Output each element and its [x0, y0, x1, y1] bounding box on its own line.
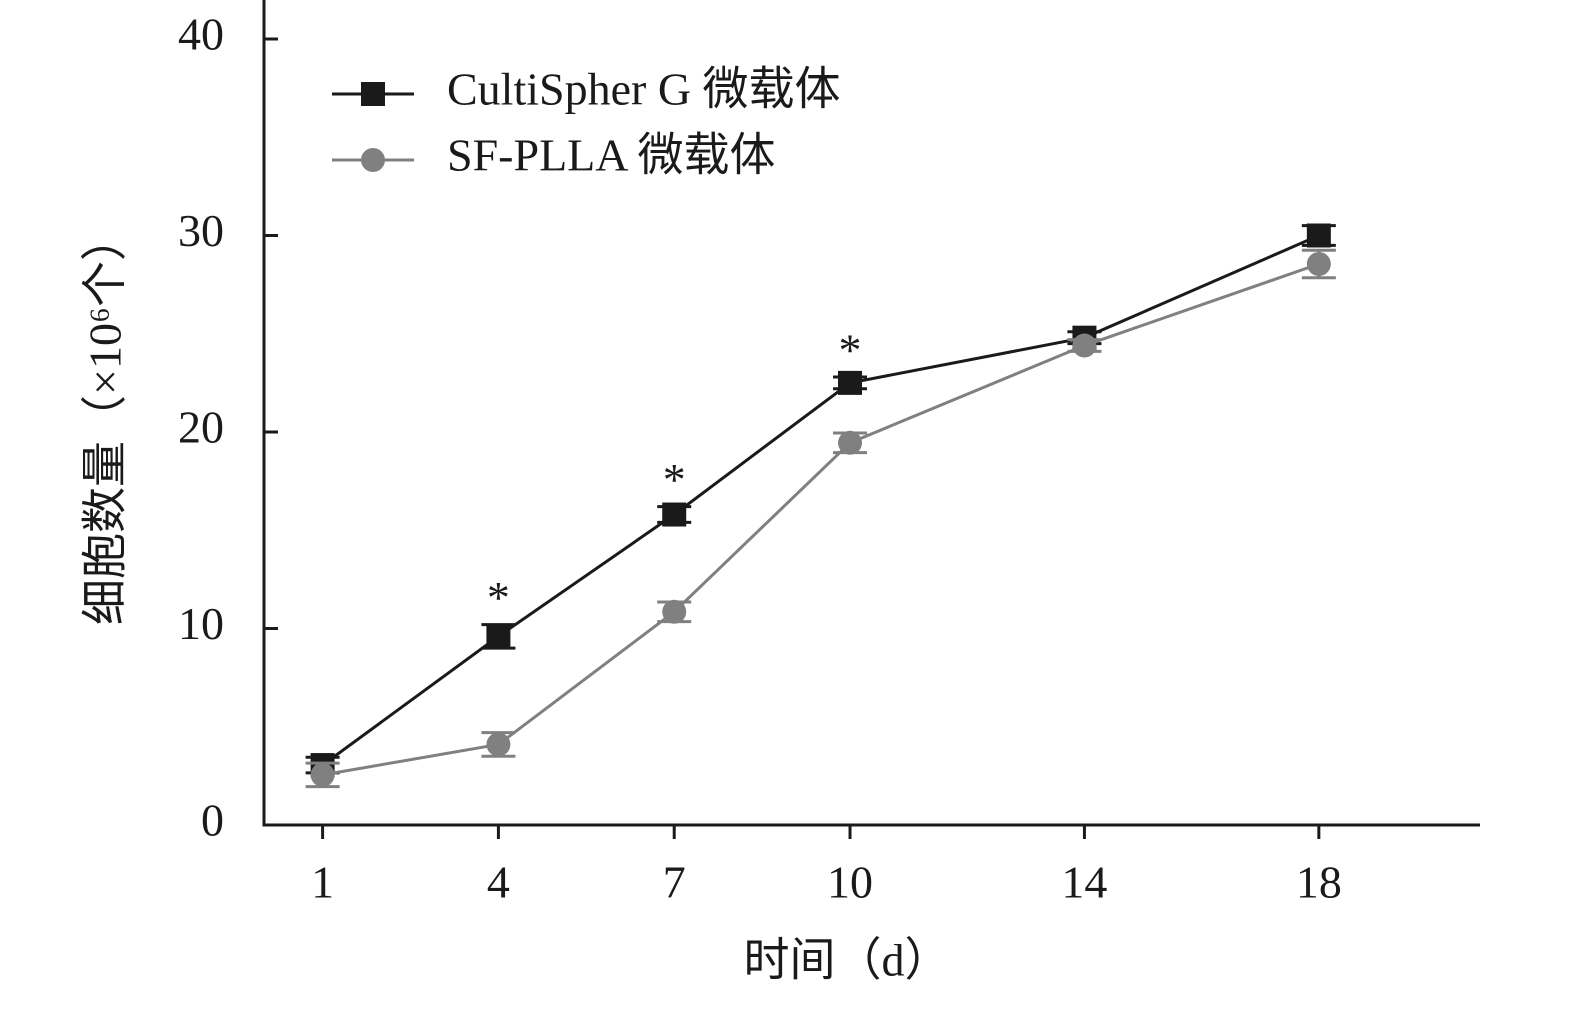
- data-point: [662, 599, 687, 624]
- data-point: [1072, 333, 1097, 358]
- annotation: *: [663, 454, 686, 505]
- data-point: [662, 502, 687, 527]
- annotation: *: [487, 572, 510, 623]
- y-tick-label: 30: [178, 205, 224, 256]
- legend-label: SF-PLLA 微载体: [447, 130, 775, 181]
- y-tick-label: 40: [178, 9, 224, 60]
- data-point: [1306, 251, 1331, 276]
- x-tick-label: 1: [311, 857, 334, 908]
- y-axis-label: 细胞数量（×10⁶个）: [80, 215, 131, 625]
- series-line: [321, 234, 1320, 767]
- legend-marker: [361, 148, 385, 172]
- x-tick-label: 4: [487, 857, 510, 908]
- y-tick-label: 10: [178, 598, 224, 649]
- data-point: [838, 370, 863, 395]
- data-point: [486, 732, 511, 757]
- x-tick-label: 10: [827, 857, 873, 908]
- y-tick-label: 0: [201, 795, 224, 846]
- legend-marker: [361, 82, 385, 106]
- series-line: [322, 262, 1320, 777]
- y-tick-label: 20: [178, 402, 224, 453]
- data-point: [838, 430, 863, 455]
- data-point: [1306, 223, 1331, 248]
- x-axis-label: 时间（d）: [744, 935, 951, 986]
- data-point: [310, 762, 335, 787]
- legend-label: CultiSpher G 微载体: [447, 64, 841, 115]
- x-tick-label: 18: [1296, 857, 1342, 908]
- data-point: [486, 624, 511, 649]
- x-tick-label: 7: [663, 857, 686, 908]
- x-tick-label: 14: [1061, 857, 1107, 908]
- annotation: *: [839, 325, 862, 376]
